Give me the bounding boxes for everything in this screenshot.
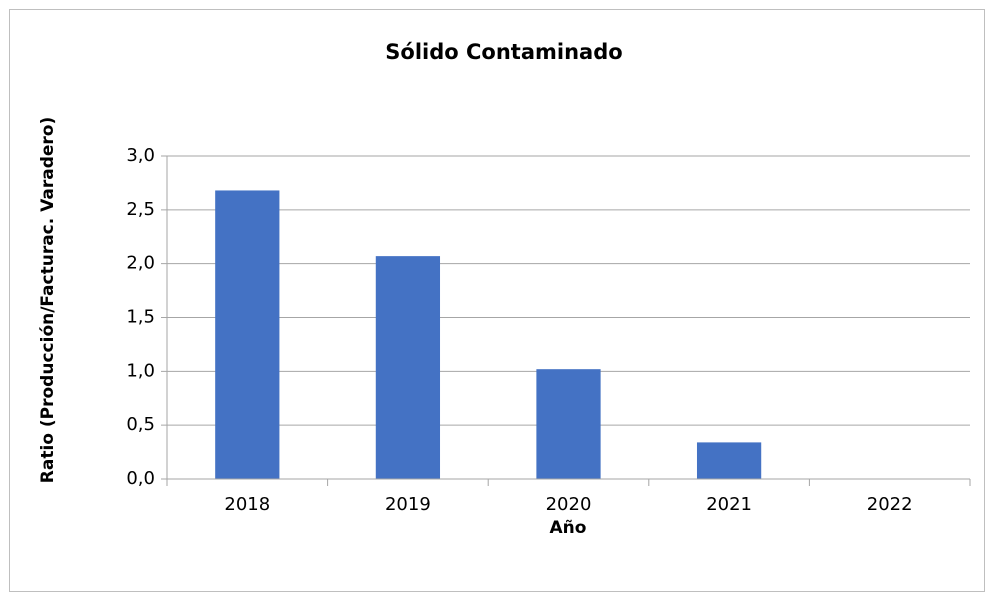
chart-frame — [9, 9, 985, 592]
x-tick-label: 2020 — [546, 494, 592, 515]
y-tick-label: 0,0 — [126, 468, 155, 489]
y-tick-label: 0,5 — [126, 414, 155, 435]
bar — [375, 256, 441, 479]
y-tick-label: 2,5 — [126, 199, 155, 220]
x-tick-label: 2022 — [867, 494, 913, 515]
x-axis-label: Año — [550, 518, 587, 538]
bar — [215, 190, 280, 479]
y-tick-label: 3,0 — [126, 145, 155, 166]
y-tick-label: 1,5 — [126, 307, 155, 328]
chart-title: Sólido Contaminado — [385, 40, 622, 64]
bar — [696, 442, 762, 479]
x-tick-label: 2021 — [706, 494, 752, 515]
y-tick-label: 2,0 — [126, 253, 155, 274]
bar — [536, 369, 601, 479]
x-tick-label: 2018 — [224, 494, 270, 515]
y-axis-label: Ratio (Producción/Facturac. Varadero) — [38, 117, 58, 483]
x-tick-label: 2019 — [385, 494, 431, 515]
y-tick-label: 1,0 — [126, 360, 155, 381]
